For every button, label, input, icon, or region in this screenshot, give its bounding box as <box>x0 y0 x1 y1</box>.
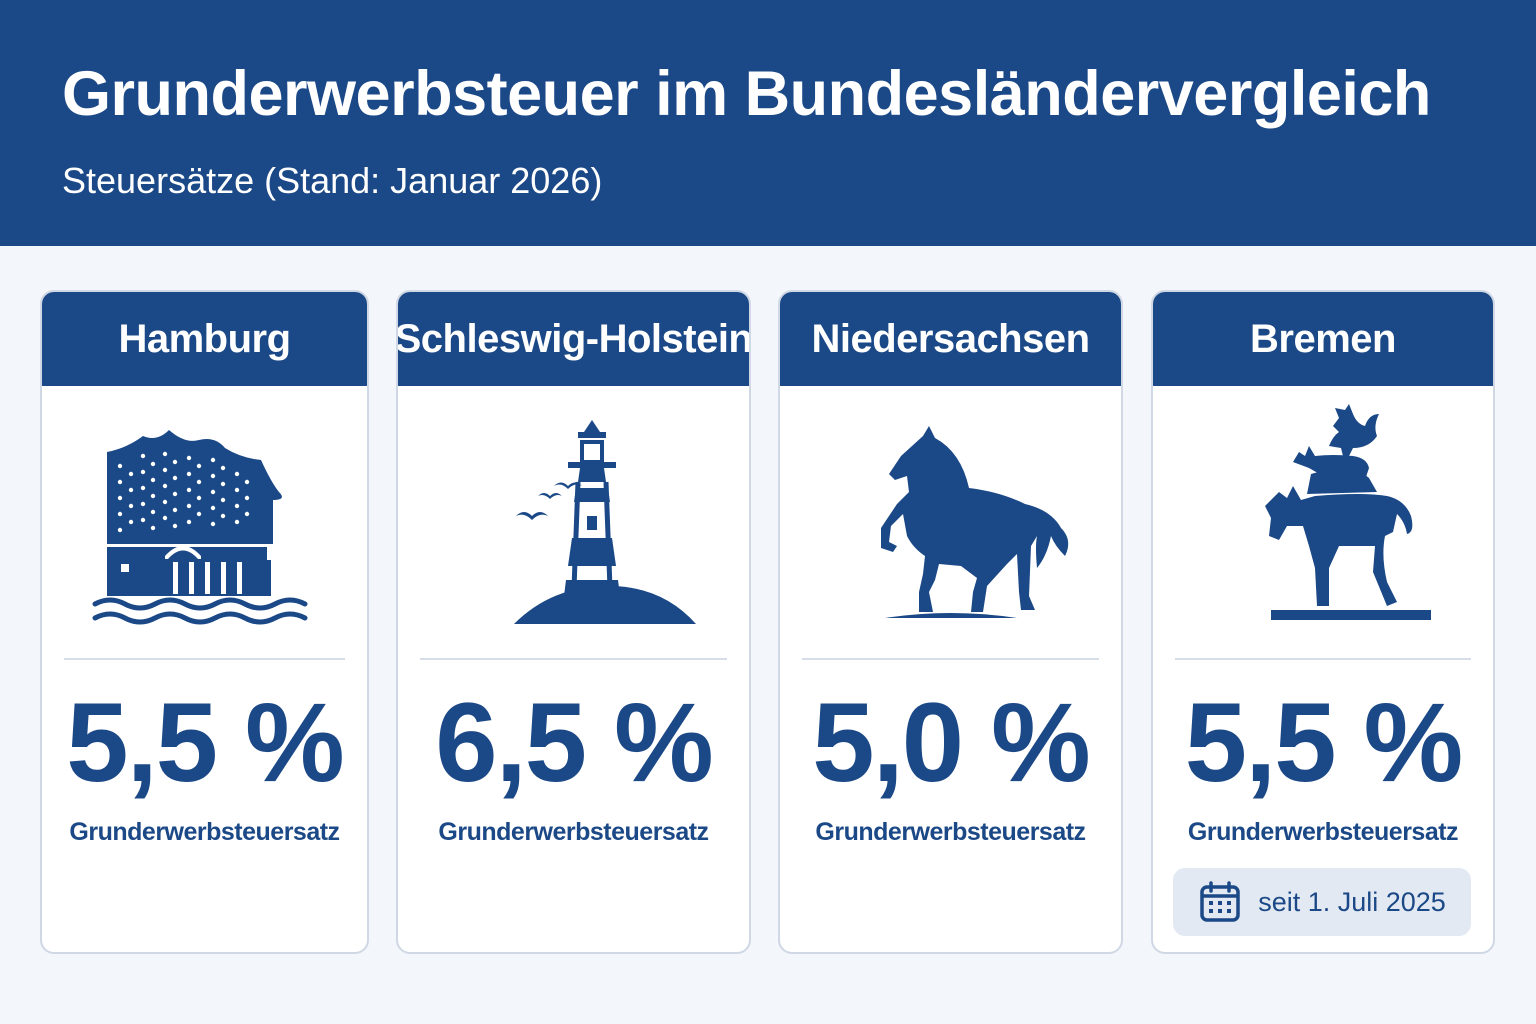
tax-rate-label: Grunderwerbsteuersatz <box>815 818 1086 846</box>
state-name: Schleswig-Holstein <box>396 316 751 361</box>
tax-rate-label: Grunderwerbsteuersatz <box>1187 818 1459 846</box>
tax-rate: 5,5 % <box>66 680 344 805</box>
state-card-hamburg: Hamburg 5,5 % Grunderwerbsteuersatz <box>40 290 369 954</box>
tax-rate: 5,5 % <box>1184 680 1463 805</box>
tax-rate-label: Grunderwerbsteuersatz <box>438 818 709 846</box>
tax-rate: 5,0 % <box>812 680 1090 805</box>
calendar-icon <box>1200 881 1240 922</box>
effective-date-badge: seit 1. Juli 2025 <box>1173 868 1471 936</box>
elbphilharmonie-icon <box>92 430 307 625</box>
card-header: Niedersachsen <box>780 292 1121 386</box>
tax-rate: 6,5 % <box>435 680 713 805</box>
state-card-niedersachsen: Niedersachsen 5,0 % Grunderwerbsteuersat… <box>778 290 1123 954</box>
lighthouse-icon <box>513 420 696 624</box>
state-name: Bremen <box>1250 316 1396 361</box>
town-musicians-icon <box>1265 404 1431 620</box>
horse-icon <box>880 426 1068 618</box>
tax-rate-label: Grunderwerbsteuersatz <box>69 818 340 846</box>
card-header: Bremen <box>1153 292 1493 386</box>
card-header: Schleswig-Holstein <box>398 292 749 386</box>
state-name: Niedersachsen <box>811 316 1090 361</box>
state-card-schleswig-holstein: Schleswig-Holstein 6,5 % Grunderwerbsteu… <box>396 290 751 954</box>
page-title: Grunderwerbsteuer im Bundesländerverglei… <box>62 59 1431 129</box>
card-divider <box>64 658 345 660</box>
card-divider <box>420 658 727 660</box>
card-divider <box>1175 658 1471 660</box>
card-divider <box>802 658 1099 660</box>
header-banner: Grunderwerbsteuer im Bundesländerverglei… <box>0 0 1536 246</box>
page-subtitle: Steuersätze (Stand: Januar 2026) <box>62 160 603 201</box>
effective-date-text: seit 1. Juli 2025 <box>1258 886 1446 917</box>
card-header: Hamburg <box>42 292 367 386</box>
state-card-bremen: Bremen 5,5 % Grunderwerbsteuersatz seit … <box>1151 290 1495 954</box>
state-name: Hamburg <box>118 316 291 361</box>
